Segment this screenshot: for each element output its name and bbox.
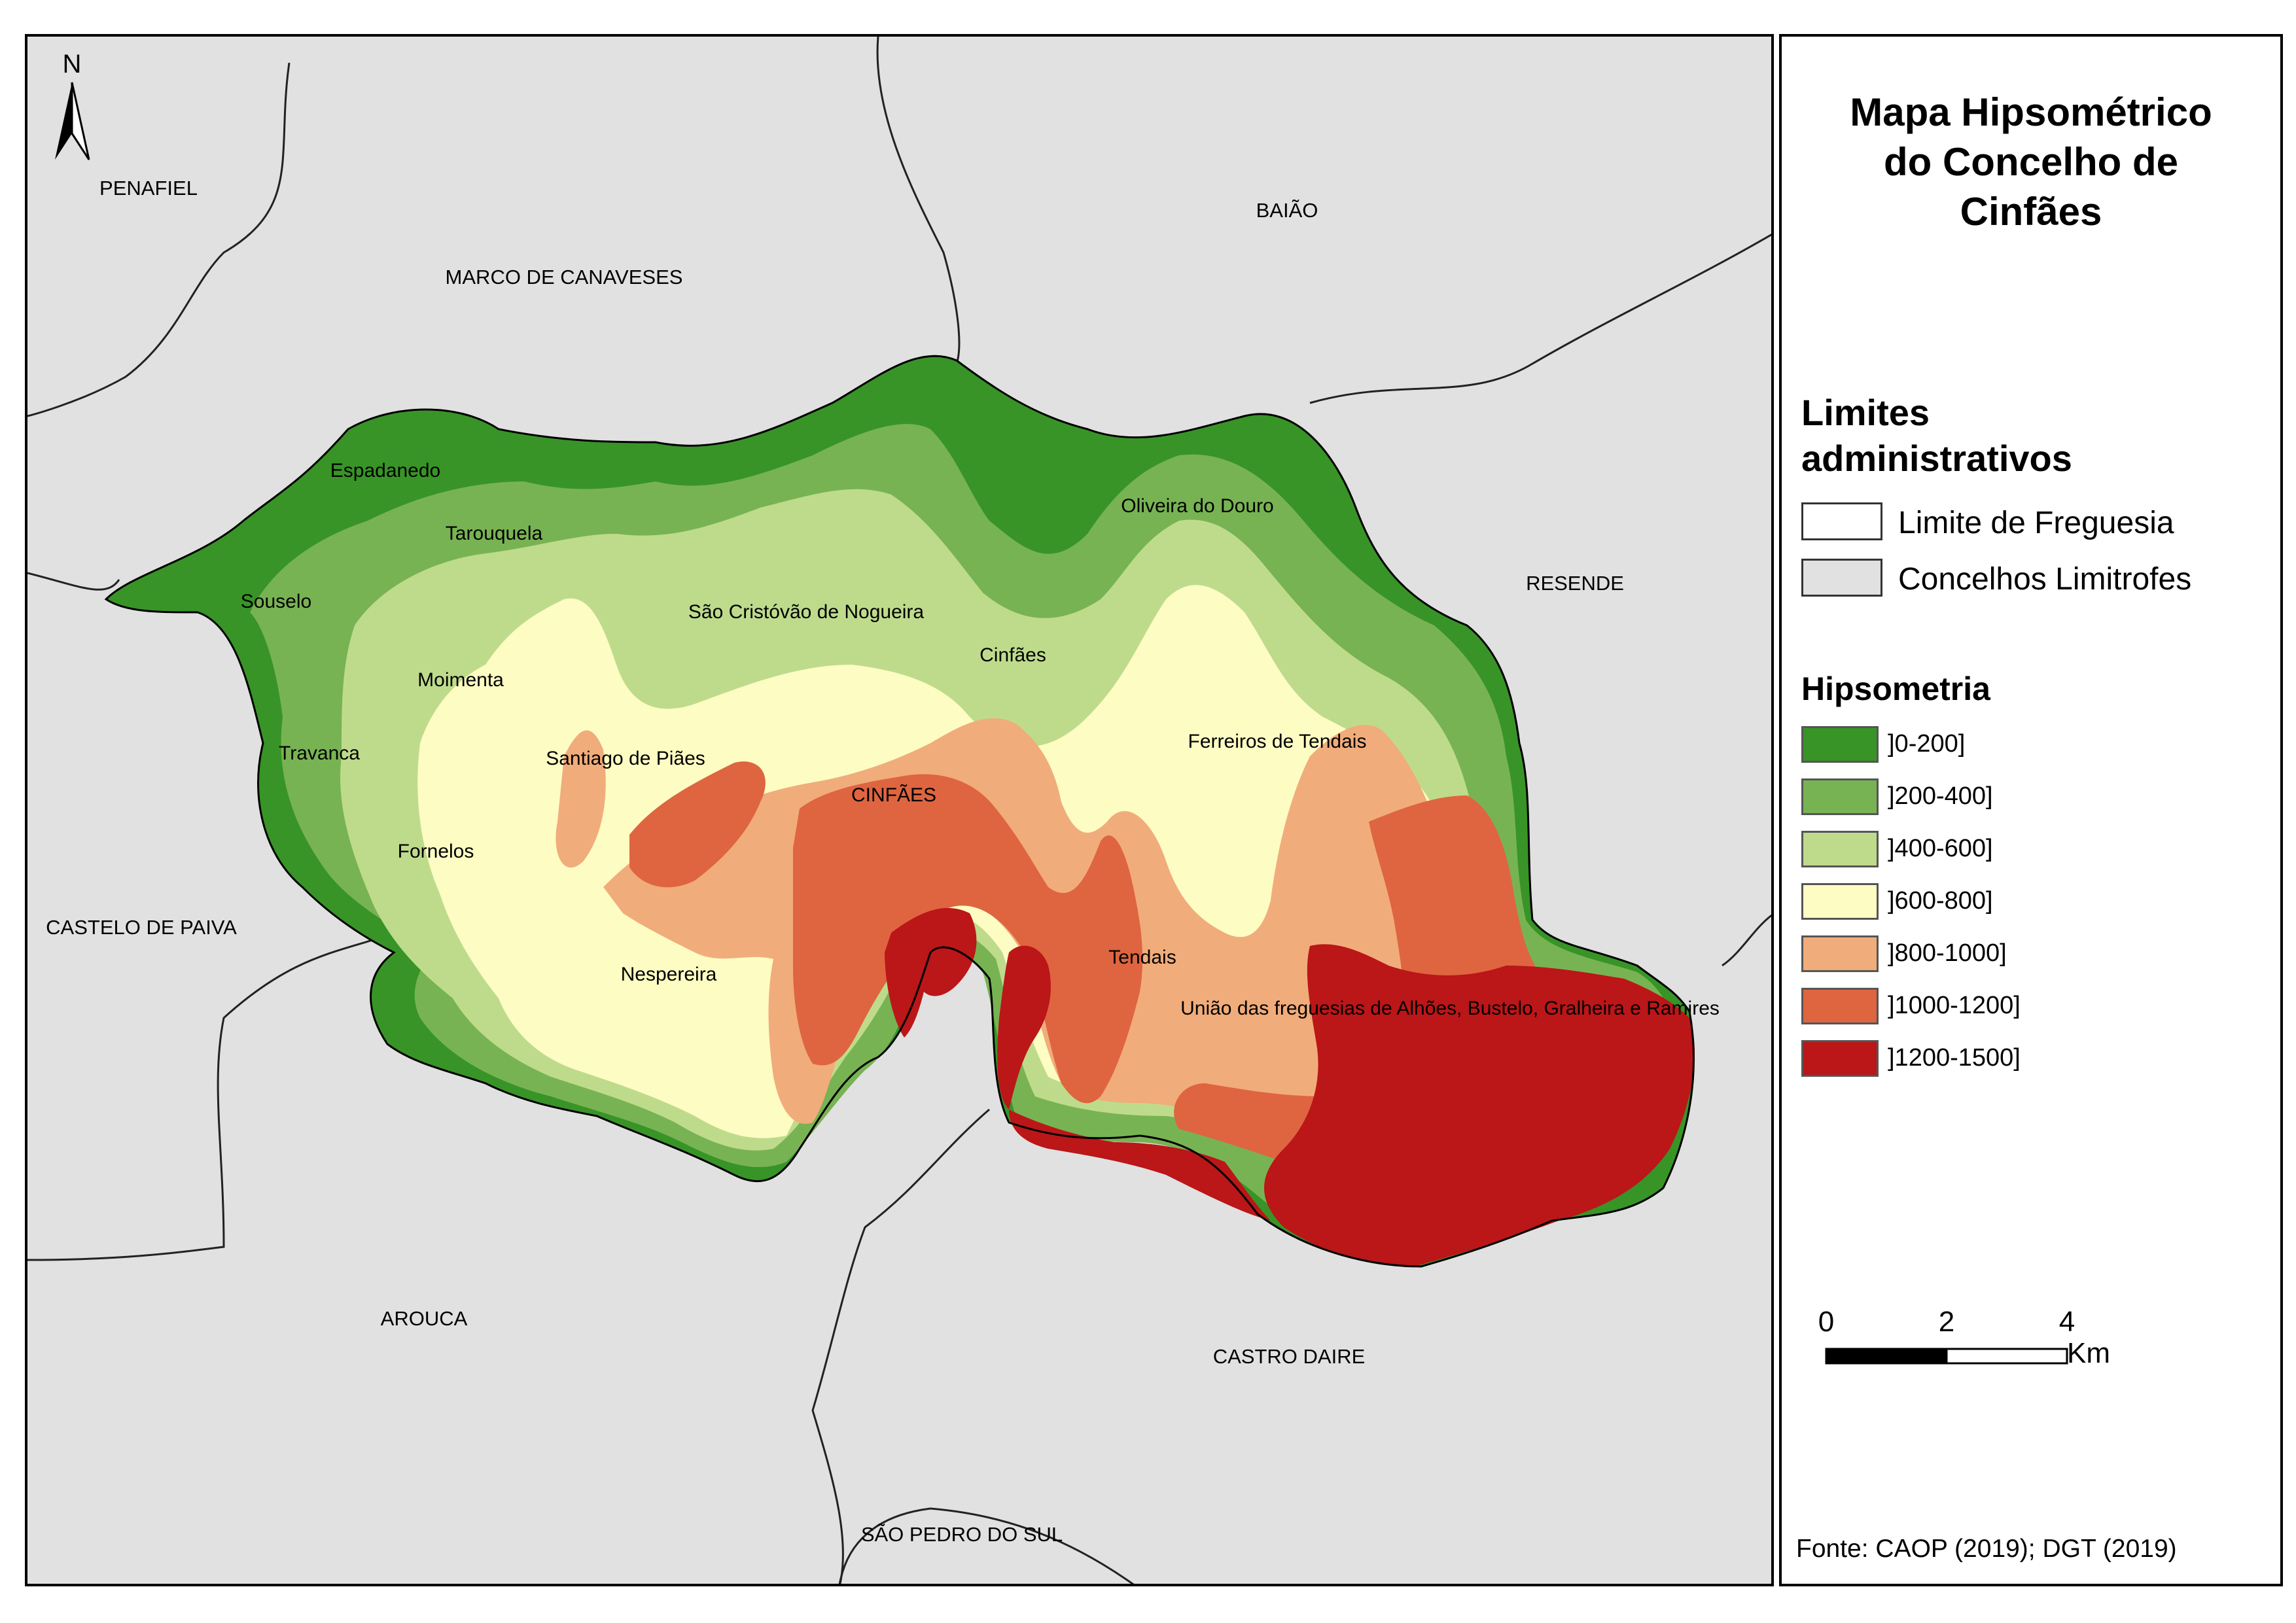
class-label: ]400-600] [1888,835,1993,862]
elevation-layers [106,356,1695,1266]
map-title: Mapa Hipsométrico do Concelho de Cinfães [1850,90,2212,234]
legend-class-1: ]200-400] [1801,778,2128,818]
parish-label-nespereira: Nespereira [620,964,717,985]
scale-bar: 0 2 4 Km [1808,1306,2122,1384]
parish-label-souselo: Souselo [240,591,312,612]
scale-bar-graphic [1825,1348,2068,1365]
scale-tick-2: 2 [1938,1306,1955,1338]
neighbor-label-baiao: BAIÃO [1256,199,1318,222]
parish-limit-swatch [1801,502,1882,540]
parish-label-cinfaes: Cinfães [980,644,1046,666]
layer-1000-1200 [629,761,1542,1173]
parish-limit-label: Limite de Freguesia [1898,506,2174,540]
class-label: ]1000-1200] [1888,992,2021,1019]
class-swatch [1801,935,1879,972]
source-credit: Fonte: CAOP (2019); DGT (2019) [1796,1535,2177,1563]
class-label: ]0-200] [1888,730,1966,758]
parish-label-santiago-de-piaes: Santiago de Piães [546,748,705,769]
class-swatch [1801,831,1879,867]
neighbor-label-arouca: AROUCA [380,1307,468,1330]
parish-label-sao-cristovao-de-nogueira: São Cristóvão de Nogueira [688,601,925,623]
municipality-outline [104,355,1695,1268]
scale-tick-0: 0 [1818,1306,1835,1338]
class-swatch [1801,883,1879,920]
neighbor-label-resende: RESENDE [1526,572,1624,595]
map-frame[interactable]: N PENAFIEL MARCO DE CANAVESES BAIÃO RESE… [25,34,1774,1586]
parish-label-travanca: Travanca [279,742,360,764]
legend-class-6: ]1200-1500] [1801,1040,2128,1079]
class-label: ]800-1000] [1888,939,2007,967]
class-label: ]600-800] [1888,887,1993,915]
legend-class-0: ]0-200] [1801,726,2128,765]
neighbor-label-penafiel: PENAFIEL [99,177,198,200]
class-label: ]1200-1500] [1888,1044,2021,1072]
class-swatch [1801,726,1879,763]
parish-label-uniao-alhoes-bustelo-gralheira-ramires: União das freguesias de Alhões, Bustelo,… [1180,998,1720,1019]
class-swatch [1801,988,1879,1024]
hypsometric-map[interactable] [27,37,1774,1586]
neighbor-label-castelo-de-paiva: CASTELO DE PAIVA [46,916,237,939]
north-arrow: N [46,50,98,167]
legend-class-4: ]800-1000] [1801,935,2128,975]
neighbor-municipalities-label: Concelhos Limitrofes [1898,562,2192,597]
neighbor-label-sao-pedro-do-sul: SÃO PEDRO DO SUL [860,1523,1063,1546]
parish-label-tendais: Tendais [1108,947,1176,968]
layer-1200-1500 [885,907,1695,1266]
legend-class-2: ]400-600] [1801,831,2128,870]
legend-item-parish-limit: Limite de Freguesia [1801,502,2272,544]
legend-class-5: ]1000-1200] [1801,988,2128,1027]
parish-label-tarouquela: Tarouquela [445,523,543,544]
legend-panel: Mapa Hipsométrico do Concelho de Cinfães… [1779,34,2283,1586]
hypsometry-section-title: Hipsometria [1801,671,1990,707]
class-label: ]200-400] [1888,782,1993,810]
neighbor-boundaries [27,37,1771,1584]
north-letter: N [62,50,82,79]
north-arrow-icon [55,82,90,160]
limits-section-title: Limites administrativos [1801,392,2072,479]
parish-label-ferreiros-de-tendais: Ferreiros de Tendais [1188,731,1367,752]
neighbor-label-castro-daire: CASTRO DAIRE [1212,1345,1366,1368]
parish-label-fornelos: Fornelos [397,841,474,862]
neighbor-label-marco-de-canaveses: MARCO DE CANAVESES [445,266,683,288]
parish-label-cinfaes-municipality: CINFÃES [851,784,937,806]
parish-label-moimenta: Moimenta [417,669,504,691]
neighbor-municipalities-swatch [1801,559,1882,597]
legend-item-neighbor-municipalities: Concelhos Limitrofes [1801,559,2272,601]
scale-tick-4: 4 [2058,1306,2075,1338]
parish-label-oliveira-do-douro: Oliveira do Douro [1121,495,1274,517]
class-swatch [1801,778,1879,815]
scale-unit: Km [2067,1337,2110,1369]
parish-label-espadanedo: Espadanedo [330,460,441,481]
legend-class-3: ]600-800] [1801,883,2128,922]
class-swatch [1801,1040,1879,1077]
